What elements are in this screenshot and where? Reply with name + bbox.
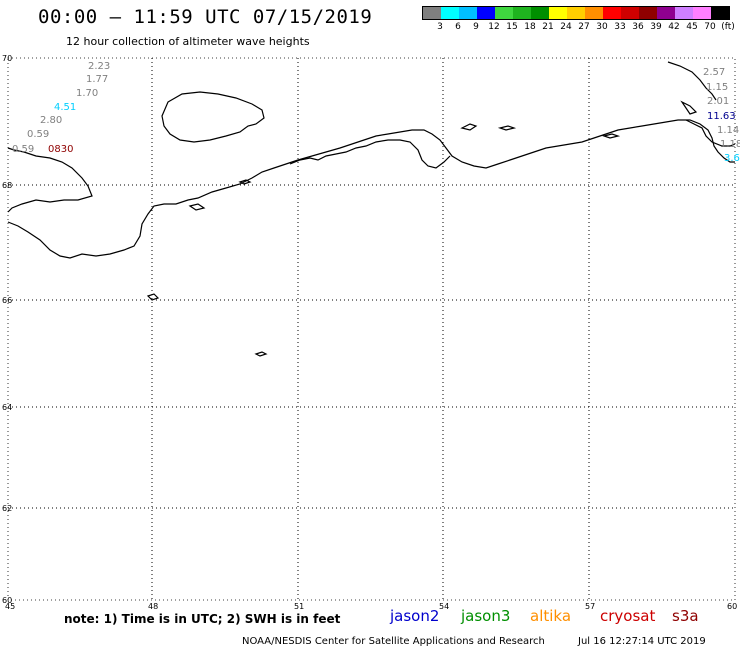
pechora-coast [289,139,451,169]
legend-tick-labels: 3 6 9 12 15 18 21 24 27 30 33 36 39 42 45 70 (ft) [422,22,740,34]
legend-tick-5: 18 [524,22,536,32]
legend-swatch-9 [585,7,603,19]
observation-label: 2.01 [707,96,729,107]
lon-label-51: 51 [294,602,304,611]
lon-label-45: 45 [5,602,15,611]
lat-label-66: 66 [2,296,12,305]
mainland-coast [7,147,93,213]
satellite-s3a: s3a [672,607,699,625]
observation-label: 0.59 [12,144,34,155]
page-title: 00:00 – 11:59 UTC 07/15/2019 [38,6,373,28]
islet-d [460,123,478,131]
lon-label-57: 57 [585,602,595,611]
legend-tick-9: 30 [596,22,608,32]
legend-swatch-4 [495,7,513,19]
legend-swatch-2 [459,7,477,19]
legend-swatch-6 [531,7,549,19]
kolguev-island [161,91,265,143]
legend-swatch-11 [621,7,639,19]
legend-tick-4: 15 [506,22,518,32]
kanin-coast [7,119,735,259]
lat-label-64: 64 [2,403,12,412]
wave-height-color-legend [422,6,730,20]
islet-e [188,203,206,211]
lon-label-60: 60 [727,602,737,611]
observation-label: 2.80 [40,115,62,126]
legend-swatch-13 [657,7,675,19]
legend-tick-13: 42 [668,22,680,32]
satellite-jason3: jason3 [461,607,511,625]
satellite-altika: altika [530,607,572,625]
islet-b [254,351,268,357]
map-frame [7,57,736,601]
legend-swatch-8 [567,7,585,19]
islet-f [238,179,252,185]
vaygach-coast [685,119,736,147]
lon-label-54: 54 [439,602,449,611]
observation-label: 2.57 [703,67,725,78]
graticule [8,58,735,600]
legend-swatch-12 [639,7,657,19]
legend-tick-14: 45 [686,22,698,32]
legend-swatch-14 [675,7,693,19]
legend-tick-0: 3 [437,22,443,32]
observation-label: 3.6 [724,153,740,164]
observation-label: 2.23 [88,61,110,72]
lat-label-68: 68 [2,181,12,190]
legend-swatch-16 [711,7,729,19]
satellite-jason2: jason2 [390,607,440,625]
legend-swatch-5 [513,7,531,19]
legend-swatch-15 [693,7,711,19]
legend-tick-3: 12 [488,22,500,32]
legend-swatch-3 [477,7,495,19]
islet-h [601,133,621,139]
legend-tick-7: 24 [560,22,572,32]
legend-tick-1: 6 [455,22,461,32]
footer-note: note: 1) Time is in UTC; 2) SWH is in fe… [64,612,341,626]
observation-label: 0830 [48,144,73,155]
observation-label: 0.59 [27,129,49,140]
legend-swatch-7 [549,7,567,19]
legend-swatch-1 [441,7,459,19]
legend-tick-16: (ft) [721,22,735,32]
islet-g [680,100,698,115]
legend-swatch-0 [423,7,441,19]
observation-label: 11.63 [707,111,736,122]
legend-tick-12: 39 [650,22,662,32]
axis-labels: 70 68 66 64 62 60 45 48 51 54 57 60 [2,54,737,611]
observation-label: 1.70 [76,88,98,99]
observation-label: 1.14 [717,125,739,136]
islet-a [146,293,160,301]
wave-height-observations: 2.23 1.77 1.704.51 2.80 0.59 0.59 0830 2.57 1.15… [12,61,740,164]
observation-label: 1.77 [86,74,108,85]
legend-swatch-10 [603,7,621,19]
legend-tick-10: 33 [614,22,626,32]
islet-c [497,125,517,131]
lat-label-62: 62 [2,504,12,513]
legend-tick-15: 70 [704,22,716,32]
observation-label: 1.18 [720,139,740,150]
observation-label: 1.15 [706,82,728,93]
legend-tick-8: 27 [578,22,590,32]
novaya-zemlya-tip [667,61,717,101]
legend-tick-6: 21 [542,22,554,32]
lat-label-70: 70 [2,54,12,63]
satellite-cryosat: cryosat [600,607,656,625]
lon-label-48: 48 [148,602,158,611]
legend-tick-11: 36 [632,22,644,32]
legend-tick-2: 9 [473,22,479,32]
footer-credit: NOAA/NESDIS Center for Satellite Applica… [242,636,545,647]
coastlines [7,61,736,357]
lat-label-60: 60 [2,596,12,605]
page-subtitle: 12 hour collection of altimeter wave hei… [66,35,310,48]
footer-timestamp: Jul 16 12:27:14 UTC 2019 [578,636,706,647]
observation-label: 4.51 [54,102,76,113]
